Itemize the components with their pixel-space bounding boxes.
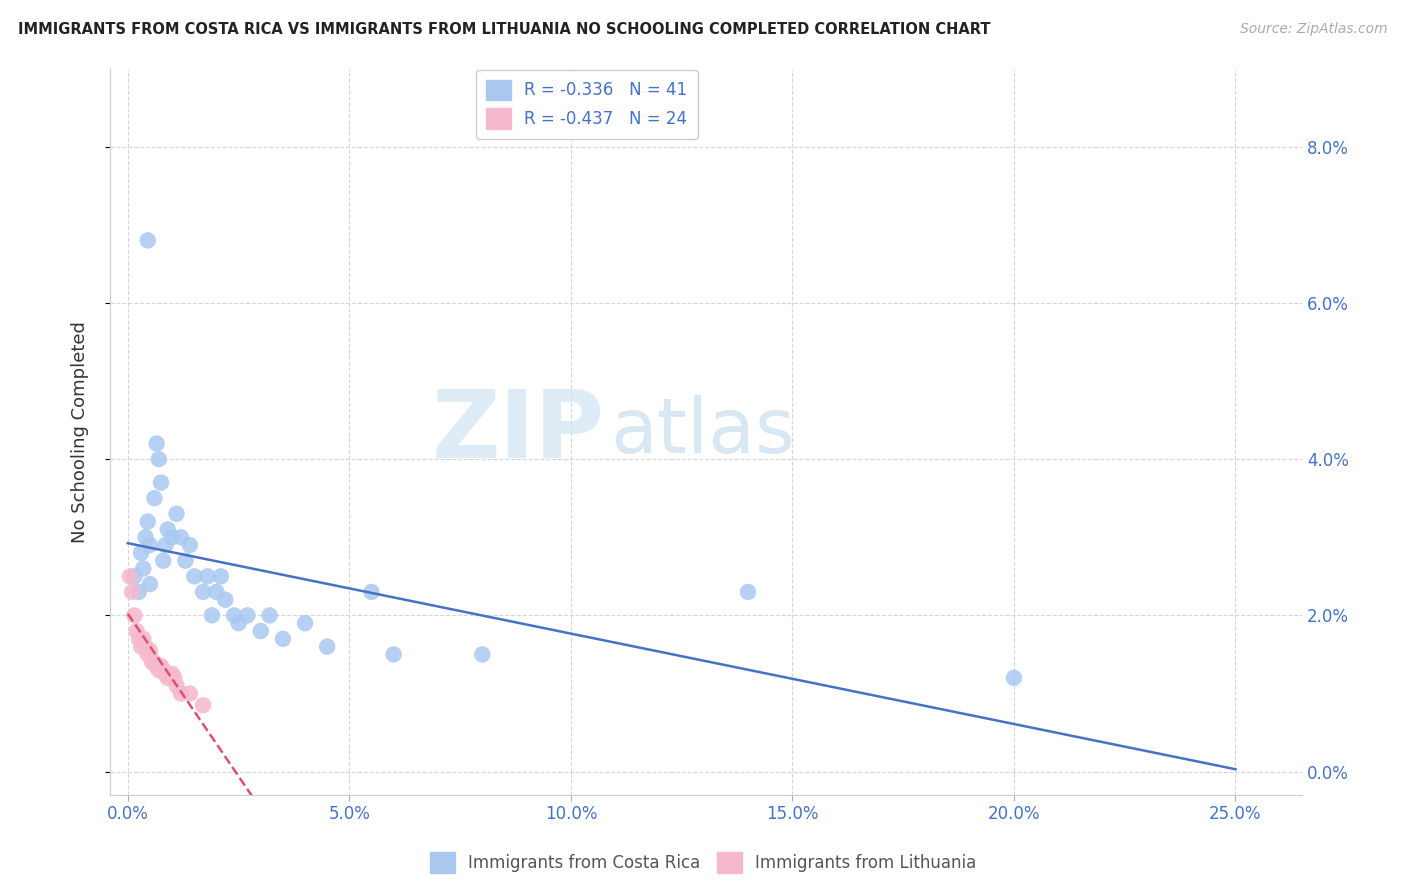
Point bbox=[145, 436, 167, 450]
Point bbox=[236, 608, 259, 623]
Point bbox=[191, 698, 214, 713]
Point bbox=[228, 616, 250, 631]
Point bbox=[118, 569, 141, 583]
Legend: R = -0.336   N = 41, R = -0.437   N = 24: R = -0.336 N = 41, R = -0.437 N = 24 bbox=[477, 70, 697, 138]
Point bbox=[129, 546, 152, 560]
Point bbox=[259, 608, 281, 623]
Point bbox=[139, 643, 162, 657]
Point bbox=[166, 679, 188, 693]
Point bbox=[179, 538, 201, 552]
Point bbox=[163, 671, 186, 685]
Point bbox=[128, 585, 150, 599]
Point bbox=[382, 648, 405, 662]
Point bbox=[124, 608, 146, 623]
Text: atlas: atlas bbox=[610, 395, 796, 469]
Point bbox=[201, 608, 224, 623]
Point bbox=[191, 585, 214, 599]
Point bbox=[249, 624, 271, 638]
Point bbox=[132, 561, 155, 575]
Point bbox=[141, 655, 163, 669]
Point bbox=[294, 616, 316, 631]
Point bbox=[143, 491, 166, 506]
Point bbox=[121, 585, 143, 599]
Point bbox=[128, 632, 150, 646]
Point bbox=[209, 569, 232, 583]
Legend: Immigrants from Costa Rica, Immigrants from Lithuania: Immigrants from Costa Rica, Immigrants f… bbox=[423, 846, 983, 880]
Point bbox=[166, 507, 188, 521]
Point bbox=[205, 585, 228, 599]
Point bbox=[224, 608, 246, 623]
Point bbox=[136, 233, 159, 247]
Point bbox=[132, 632, 155, 646]
Point bbox=[170, 686, 193, 700]
Point bbox=[214, 592, 236, 607]
Text: ZIP: ZIP bbox=[432, 386, 605, 478]
Point bbox=[150, 475, 173, 490]
Point bbox=[145, 659, 167, 673]
Point bbox=[134, 530, 156, 544]
Point bbox=[156, 523, 179, 537]
Point bbox=[129, 640, 152, 654]
Point bbox=[139, 538, 162, 552]
Point bbox=[134, 640, 156, 654]
Point bbox=[124, 569, 146, 583]
Point bbox=[179, 686, 201, 700]
Point bbox=[148, 663, 170, 677]
Point bbox=[174, 554, 197, 568]
Point bbox=[139, 577, 162, 591]
Y-axis label: No Schooling Completed: No Schooling Completed bbox=[72, 321, 89, 542]
Point bbox=[1002, 671, 1025, 685]
Point bbox=[316, 640, 339, 654]
Point bbox=[183, 569, 205, 583]
Text: Source: ZipAtlas.com: Source: ZipAtlas.com bbox=[1240, 22, 1388, 37]
Point bbox=[170, 530, 193, 544]
Point bbox=[152, 554, 174, 568]
Point bbox=[136, 515, 159, 529]
Point bbox=[271, 632, 294, 646]
Point bbox=[156, 671, 179, 685]
Point bbox=[360, 585, 382, 599]
Text: IMMIGRANTS FROM COSTA RICA VS IMMIGRANTS FROM LITHUANIA NO SCHOOLING COMPLETED C: IMMIGRANTS FROM COSTA RICA VS IMMIGRANTS… bbox=[18, 22, 991, 37]
Point bbox=[155, 667, 177, 681]
Point bbox=[155, 538, 177, 552]
Point bbox=[737, 585, 759, 599]
Point bbox=[125, 624, 148, 638]
Point bbox=[152, 663, 174, 677]
Point bbox=[136, 648, 159, 662]
Point bbox=[143, 655, 166, 669]
Point bbox=[150, 659, 173, 673]
Point bbox=[471, 648, 494, 662]
Point bbox=[197, 569, 219, 583]
Point bbox=[160, 667, 183, 681]
Point bbox=[160, 530, 183, 544]
Point bbox=[148, 452, 170, 467]
